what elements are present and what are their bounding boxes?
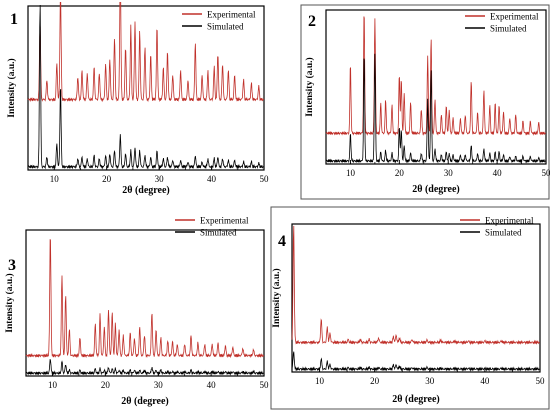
legend-label-simulated: Simulated [207,22,244,32]
pxrd-chart-3: 10 20 30 40 50 2θ (degree) Intensity (a.u.)3 Ex… [0,208,270,408]
panel-border [301,5,549,199]
x-tick-label: 40 [207,174,217,184]
legend-label-experimental: Experimental [490,12,539,22]
x-axis-label: 2θ (degree) [412,184,460,195]
x-tick-label: 40 [480,376,490,386]
simulated-pattern-line [26,359,264,374]
y-axis-label: Intensity (a.u.) [6,58,17,117]
legend-label-simulated: Simulated [200,228,237,238]
experimental-pattern-line [326,17,546,135]
x-tick-label: 20 [395,168,405,178]
x-tick-label: 10 [346,168,356,178]
pxrd-panel-3: 10 20 30 40 50 2θ (degree) Intensity (a.u.)3 Ex… [0,208,270,408]
experimental-pattern-line [26,239,264,357]
legend: Experimental Simulated [175,216,249,238]
panel-number: 1 [10,11,18,28]
x-tick-label: 50 [260,174,270,184]
y-axis-label: Intensity (a.u.) [271,268,282,327]
x-tick-label: 40 [207,380,217,390]
x-tick-label: 30 [154,380,164,390]
panel-number: 2 [308,13,316,30]
legend-label-simulated: Simulated [485,228,522,238]
x-tick-label: 30 [425,376,435,386]
x-tick-label: 10 [315,376,325,386]
simulated-pattern-line [292,352,540,371]
x-tick-label: 40 [493,168,503,178]
pxrd-panel-1: 10 20 30 40 50 2θ (degree) Intensity (a.u.) 1 Ex… [2,2,270,198]
legend-label-experimental: Experimental [207,10,256,20]
x-tick-label: 50 [542,168,550,178]
y-axis-label: Intensity (a.u.) [4,273,15,332]
x-axis: 10 20 30 40 50 [292,368,545,386]
x-axis-label: 2θ (degree) [122,185,170,196]
x-tick-label: 30 [155,174,165,184]
legend: Experimental Simulated [182,10,256,32]
pxrd-panel-2: 10 20 30 40 50 2θ (degree) Intensity (a.u.) 2 Ex… [300,4,550,200]
x-tick-label: 10 [48,380,58,390]
x-tick-label: 20 [370,376,380,386]
x-axis-label: 2θ (degree) [121,396,169,407]
legend: Experimental Simulated [460,216,534,238]
pxrd-panel-4: 10 20 30 40 50 2θ (degree) Intensity (a.u.) 4 Ex… [270,206,550,410]
x-tick-label: 30 [444,168,454,178]
pxrd-chart-1: 10 20 30 40 50 2θ (degree) Intensity (a.u.) 1 Ex… [2,2,270,198]
experimental-pattern-line [292,226,540,344]
x-tick-label: 10 [50,174,60,184]
legend-label-simulated: Simulated [490,24,527,34]
x-axis-label: 2θ (degree) [392,394,440,405]
x-tick-label: 20 [102,174,112,184]
pxrd-chart-2: 10 20 30 40 50 2θ (degree) Intensity (a.u.) 2 Ex… [300,4,550,200]
panel-number: 3 [8,257,16,274]
panel-number: 4 [278,233,286,250]
simulated-pattern-line [326,54,546,163]
x-tick-label: 20 [101,380,111,390]
x-tick-label: 50 [536,376,546,386]
legend-label-experimental: Experimental [485,216,534,226]
pxrd-chart-4: 10 20 30 40 50 2θ (degree) Intensity (a.u.) 4 Ex… [270,206,550,410]
plot-frame [292,224,540,372]
legend-label-experimental: Experimental [200,216,249,226]
x-tick-label: 50 [260,380,270,390]
x-axis: 10 20 30 40 50 [26,372,269,390]
legend: Experimental Simulated [465,12,539,34]
y-axis-label: Intensity (a.u.) [304,57,315,116]
x-axis: 10 20 30 40 50 [28,166,269,184]
